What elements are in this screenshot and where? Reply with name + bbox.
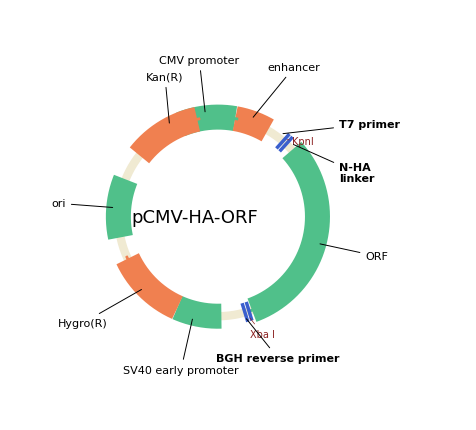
Text: KpnI: KpnI <box>287 137 313 147</box>
Text: Hygro(R): Hygro(R) <box>58 290 141 328</box>
Text: Xba I: Xba I <box>249 318 274 339</box>
Text: CMV promoter: CMV promoter <box>159 56 239 113</box>
Text: Kan(R): Kan(R) <box>146 73 183 124</box>
Text: T7 primer: T7 primer <box>282 120 399 134</box>
Text: N-HA
linker: N-HA linker <box>293 145 374 184</box>
Text: ORF: ORF <box>319 244 387 261</box>
Text: enhancer: enhancer <box>253 63 320 118</box>
Text: SV40 early promoter: SV40 early promoter <box>123 319 238 375</box>
Text: pCMV-HA-ORF: pCMV-HA-ORF <box>131 208 258 226</box>
Text: BGH reverse primer: BGH reverse primer <box>216 319 339 363</box>
Text: ori: ori <box>51 199 112 209</box>
